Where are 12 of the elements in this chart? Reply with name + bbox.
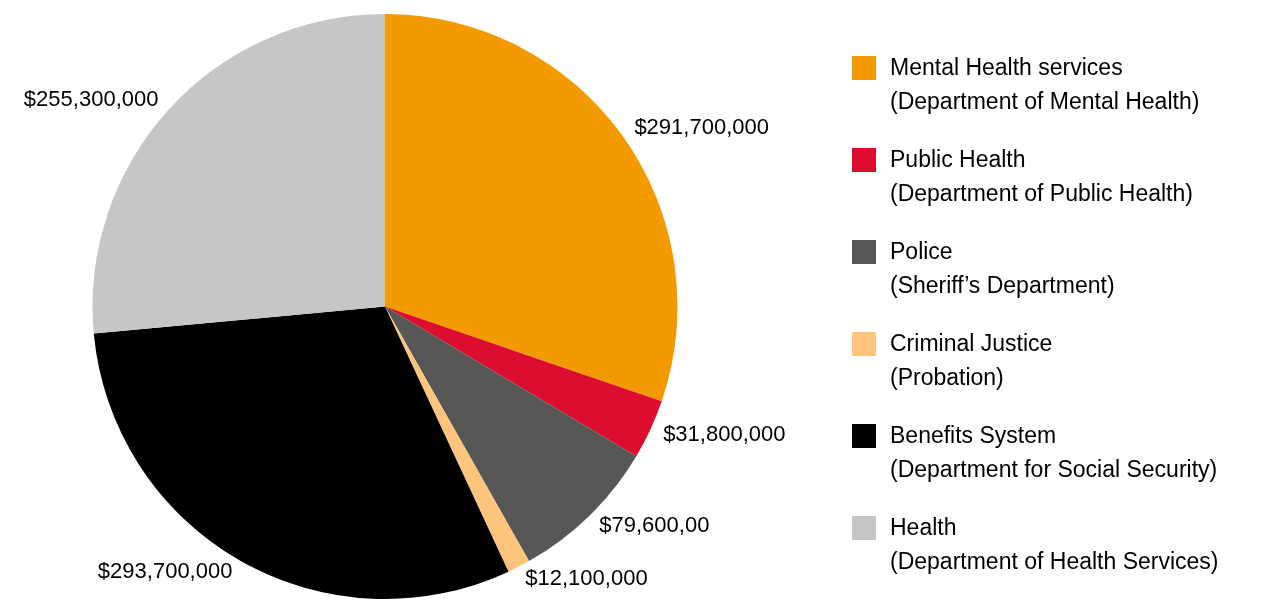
- legend-label: Public Health (Department of Public Health): [890, 145, 1193, 208]
- data-label: $293,700,000: [97, 558, 233, 584]
- legend-label: Benefits System (Department for Social Security): [890, 421, 1218, 484]
- data-label: $255,300,000: [23, 86, 159, 112]
- legend-label: Police (Sheriff’s Department): [890, 237, 1115, 300]
- data-label: $31,800,000: [663, 421, 786, 447]
- data-label: $291,700,000: [634, 114, 769, 140]
- legend-label: Criminal Justice (Probation): [890, 329, 1053, 392]
- data-label: $12,100,000: [525, 565, 648, 591]
- legend-label: Mental Health services (Department of Mental Health): [890, 53, 1200, 116]
- data-label: $79,600,00: [599, 511, 710, 537]
- legend-label: Health (Department of Health Services): [890, 513, 1219, 576]
